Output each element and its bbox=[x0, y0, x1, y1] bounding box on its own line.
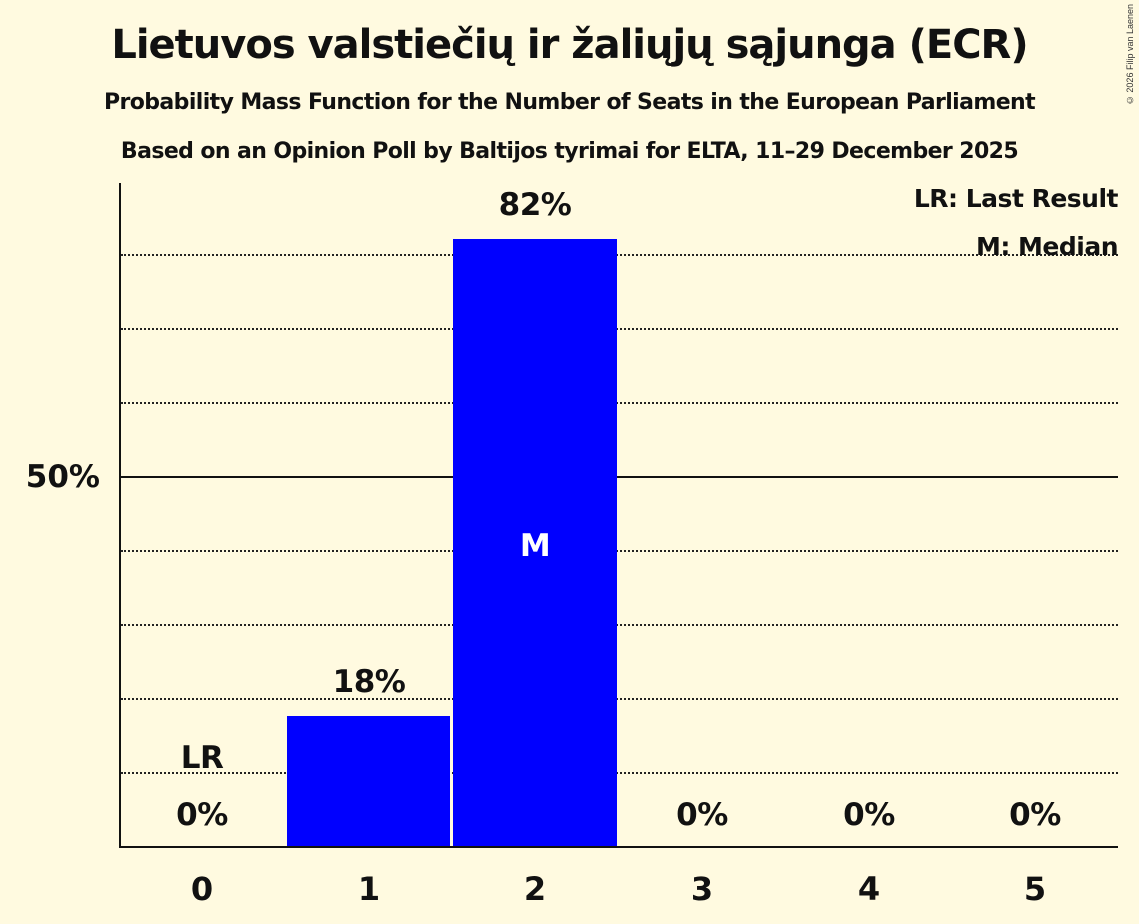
x-tick-label-5: 5 bbox=[1023, 870, 1047, 908]
bar-label-2: 82% bbox=[498, 187, 572, 223]
y-axis bbox=[119, 183, 121, 848]
x-axis bbox=[119, 846, 1118, 848]
x-tick-label-1: 1 bbox=[357, 870, 381, 908]
x-tick-label-2: 2 bbox=[523, 870, 547, 908]
bar-label-3: 0% bbox=[676, 797, 728, 833]
chart-source-subtitle: Based on an Opinion Poll by Baltijos tyr… bbox=[120, 139, 1019, 164]
legend-last-result: LR: Last Result bbox=[913, 184, 1119, 213]
bar-label-5: 0% bbox=[1009, 797, 1061, 833]
median-marker: M bbox=[519, 528, 551, 564]
legend-median: M: Median bbox=[975, 232, 1119, 261]
y-tick-label-50: 50% bbox=[25, 459, 100, 495]
gridline-70 bbox=[121, 328, 1118, 330]
x-tick-label-0: 0 bbox=[190, 870, 214, 908]
gridline-40 bbox=[121, 550, 1118, 552]
bar-label-0: 0% bbox=[176, 797, 228, 833]
chart-subtitle: Probability Mass Function for the Number… bbox=[104, 90, 1036, 115]
chart-title: Lietuvos valstiečių ir žaliųjų sąjunga (… bbox=[111, 22, 1028, 68]
x-tick-label-4: 4 bbox=[857, 870, 881, 908]
bar-label-4: 0% bbox=[843, 797, 895, 833]
gridline-10 bbox=[121, 772, 1118, 774]
gridline-30 bbox=[121, 624, 1118, 626]
gridline-60 bbox=[121, 402, 1118, 404]
bar-seats-2 bbox=[453, 239, 617, 847]
gridline-80 bbox=[121, 254, 1118, 256]
bar-seats-1 bbox=[287, 716, 450, 847]
x-tick-label-3: 3 bbox=[690, 870, 714, 908]
gridline-20 bbox=[121, 698, 1118, 700]
bar-label-1: 18% bbox=[332, 664, 406, 700]
gridline-50 bbox=[121, 476, 1118, 478]
last-result-marker: LR bbox=[180, 740, 224, 776]
